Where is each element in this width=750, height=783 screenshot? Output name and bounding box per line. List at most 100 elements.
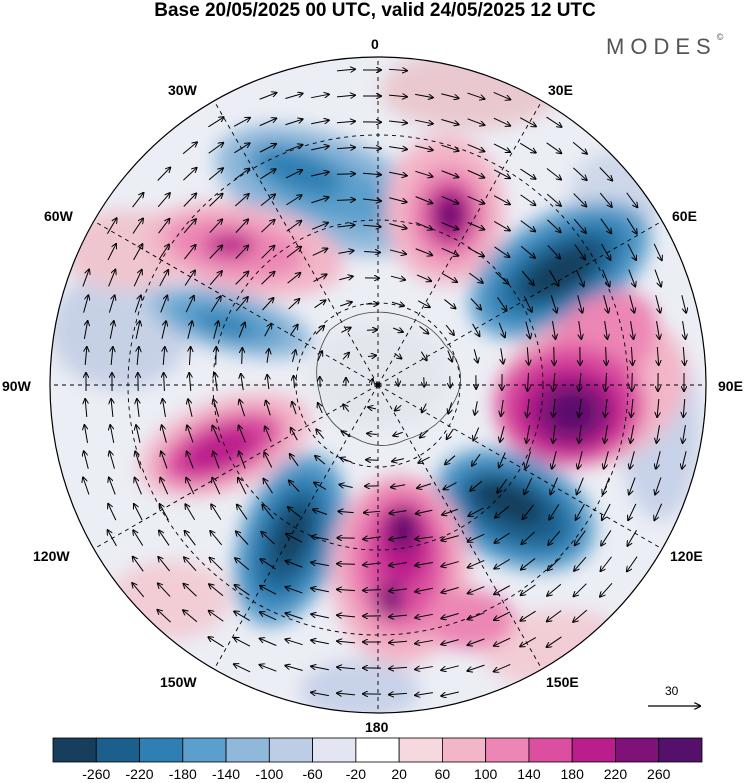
wind-vector: [183, 219, 196, 234]
wind-vector: [442, 273, 457, 282]
wind-vector: [520, 610, 536, 621]
wind-vector: [546, 193, 561, 206]
wind-vector: [313, 274, 327, 282]
wind-vector: [209, 611, 224, 622]
wind-vector: [367, 433, 377, 434]
wind-vector: [260, 612, 277, 621]
wind-vector: [467, 144, 485, 152]
wind-vector: [467, 92, 484, 99]
wind-vector: [187, 452, 194, 469]
wind-vector: [600, 582, 613, 596]
wind-vector: [311, 120, 329, 125]
wind-vector: [363, 225, 380, 227]
wind-vector: [362, 173, 381, 175]
wind-vector: [526, 425, 529, 443]
wind-vector: [418, 456, 430, 463]
wind-vector: [519, 117, 536, 127]
wind-vector: [415, 196, 433, 204]
wind-vector: [416, 274, 431, 281]
anomaly-field: [50, 57, 706, 713]
wind-vector: [493, 143, 510, 152]
wind-vector: [212, 478, 221, 495]
wind-vector: [188, 399, 193, 417]
wind-vector: [417, 300, 430, 307]
wind-vector: [239, 452, 246, 469]
wind-vector: [337, 564, 356, 565]
wind-vector: [415, 94, 433, 97]
wind-vector: [657, 321, 660, 339]
lon-label-180: 180: [365, 719, 389, 735]
wind-vector: [313, 510, 328, 515]
wind-vector: [441, 691, 459, 696]
wind-vector: [389, 589, 407, 591]
wind-vector: [161, 321, 166, 339]
wind-vector: [528, 372, 529, 391]
wind-vector: [235, 585, 250, 596]
colorbar-swatch: [182, 737, 227, 763]
colorbar-tick-label: -180: [168, 766, 197, 782]
wind-vector: [527, 347, 528, 364]
wind-vector: [494, 558, 510, 568]
wind-vector: [657, 346, 658, 365]
wind-vector: [417, 483, 432, 489]
wind-vector: [260, 169, 275, 180]
wind-vector: [579, 373, 581, 391]
wind-vector: [550, 295, 556, 312]
wind-vector: [338, 511, 354, 512]
wind-vector: [520, 142, 535, 152]
wind-vector: [441, 93, 458, 99]
wind-vector: [494, 585, 511, 595]
wind-vector: [547, 636, 562, 647]
wind-vector: [340, 458, 352, 463]
colorbar-swatch: [268, 737, 314, 763]
wind-vector: [183, 193, 196, 207]
wind-vector: [132, 583, 145, 598]
wind-vector: [493, 92, 511, 99]
wind-vector: [521, 531, 535, 544]
wind-vector: [549, 504, 560, 519]
wind-vector: [415, 170, 432, 176]
colorbar-tick-label: 180: [560, 766, 584, 782]
wind-vector: [338, 251, 353, 254]
wind-vector: [85, 399, 87, 418]
wind-vector: [235, 272, 249, 285]
wind-vector: [546, 116, 561, 127]
colorbar-tick-label: -60: [302, 766, 323, 782]
wind-vector: [573, 609, 588, 622]
colorbar-swatch: [441, 737, 487, 763]
wind-vector: [285, 119, 302, 126]
wind-vector: [237, 505, 248, 520]
wind-vector: [470, 480, 483, 491]
wind-vector: [371, 379, 372, 386]
wind-vector: [311, 562, 329, 565]
colorbar-tick-label: -260: [82, 766, 111, 782]
wind-vector: [415, 563, 433, 566]
wind-vector: [467, 196, 485, 203]
wind-vector: [285, 93, 302, 99]
wind-vector: [389, 197, 406, 202]
wind-vector: [683, 321, 686, 339]
wind-vector: [631, 346, 632, 365]
wind-vector: [683, 346, 684, 365]
wind-vector: [601, 243, 611, 260]
wind-vector: [579, 399, 581, 417]
lon-label-120w: 120W: [33, 548, 70, 564]
wind-vector: [548, 530, 561, 545]
wind-vector: [342, 353, 349, 360]
wind-vector: [239, 400, 246, 417]
lon-label-120e: 120E: [670, 548, 703, 564]
wind-vector: [234, 638, 251, 647]
wind-vector: [136, 425, 141, 443]
wind-vector: [389, 121, 407, 123]
wind-vector: [336, 69, 355, 71]
wind-vector: [603, 477, 610, 495]
wind-vector: [389, 249, 406, 254]
wind-vector: [162, 425, 167, 443]
wind-vector: [577, 477, 584, 495]
wind-vector: [285, 170, 302, 179]
wind-vector: [525, 321, 530, 339]
wind-vector: [441, 170, 459, 177]
wind-vector: [208, 143, 224, 154]
wind-vector: [261, 272, 275, 285]
wind-vector: [420, 430, 429, 437]
